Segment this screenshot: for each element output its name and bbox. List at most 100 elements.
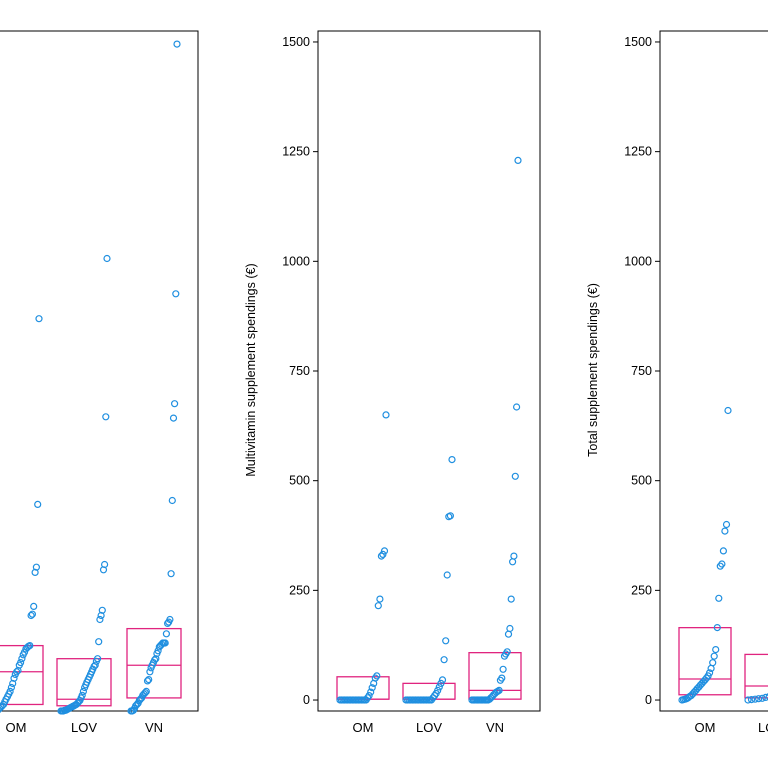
data-point	[145, 675, 153, 684]
y-axis: 0 250 500 750 1000 1250 1500	[624, 35, 661, 707]
x-tick-labels: OM LOV VN	[6, 720, 164, 735]
multivitamin-spendings-panel: 0 250 500 750 1000 1250 1500 Multivitamin supp…	[244, 30, 541, 735]
y-tick-label: 1000	[282, 254, 310, 268]
y-axis: 0 250 500 750 1000 1250 1500	[282, 35, 319, 707]
data-point	[747, 695, 756, 704]
data-point	[377, 552, 385, 560]
data-point	[379, 550, 387, 559]
data-point	[510, 552, 518, 560]
y-tick-label: 500	[631, 474, 652, 488]
data-point	[724, 406, 732, 415]
box	[678, 626, 732, 696]
data-point	[30, 602, 38, 611]
data-point	[438, 676, 447, 684]
box	[744, 653, 768, 699]
y-axis-label: Total supplement spendings (€)	[586, 283, 600, 457]
box	[56, 658, 112, 707]
x-tick-label: OM	[353, 720, 374, 735]
data-point	[7, 683, 15, 692]
data-point	[143, 677, 152, 685]
x-tick-label: LOV	[758, 720, 768, 735]
y-tick-label: 250	[289, 583, 310, 597]
data-point	[151, 656, 159, 664]
data-point	[373, 672, 381, 680]
data-point	[498, 674, 506, 682]
data-point	[705, 669, 714, 677]
y-tick-label: 500	[289, 474, 310, 488]
data-point	[710, 652, 718, 660]
data-point	[765, 693, 768, 700]
y-tick-label: 1250	[624, 145, 652, 159]
data-point	[162, 630, 170, 638]
data-point	[95, 638, 103, 646]
data-point	[709, 659, 717, 667]
data-point	[380, 547, 389, 555]
data-point	[166, 615, 174, 624]
spendings-panel-1: OM LOV VN	[0, 30, 199, 735]
data-point	[93, 655, 102, 663]
data-point	[13, 668, 21, 676]
y-tick-label: 1500	[282, 35, 310, 49]
data-point	[172, 290, 180, 298]
data-point	[26, 641, 34, 650]
y-tick-label: 750	[289, 364, 310, 378]
plot-frame	[317, 30, 541, 712]
data-point	[96, 615, 104, 624]
data-point	[152, 655, 160, 663]
data-marks	[336, 156, 522, 704]
y-tick-label: 250	[631, 583, 652, 597]
data-point	[17, 658, 25, 667]
data-point	[368, 684, 376, 692]
data-point	[440, 656, 448, 664]
data-point	[35, 315, 43, 323]
x-tick-labels: OM LOV	[695, 720, 768, 735]
data-point	[374, 602, 382, 610]
data-point	[443, 571, 451, 579]
data-point	[758, 694, 766, 702]
data-point	[495, 686, 503, 695]
data-point	[504, 630, 513, 638]
data-point	[514, 156, 522, 164]
data-point	[168, 496, 176, 505]
data-point	[512, 403, 521, 411]
data-point	[506, 624, 514, 633]
data-point	[91, 661, 99, 669]
data-point	[169, 414, 178, 422]
data-point	[507, 595, 515, 603]
data-point	[365, 691, 373, 700]
box	[126, 627, 182, 699]
data-point	[382, 411, 390, 419]
data-point	[751, 695, 759, 703]
data-point	[34, 500, 42, 508]
data-point	[173, 40, 181, 48]
data-point	[437, 679, 445, 688]
y-tick-label: 1250	[282, 145, 310, 159]
data-point	[446, 512, 454, 520]
box	[468, 652, 522, 700]
data-point	[10, 674, 18, 682]
plot-frame	[659, 30, 768, 712]
data-point	[6, 687, 14, 696]
y-tick-label: 1000	[624, 254, 652, 268]
data-point	[141, 689, 149, 697]
y-tick-label: 0	[303, 693, 310, 707]
data-point	[161, 639, 169, 647]
total-spendings-panel: 0 250 500 750 1000 1250 1500 Total supplement …	[586, 30, 768, 735]
x-tick-label: OM	[6, 720, 27, 735]
data-point	[715, 594, 723, 602]
data-point	[167, 570, 175, 578]
data-point	[32, 563, 41, 571]
data-point	[79, 687, 88, 696]
y-tick-label: 0	[645, 693, 652, 707]
data-marks	[0, 40, 182, 715]
data-point	[712, 645, 720, 654]
x-tick-label: OM	[695, 720, 716, 735]
data-point	[744, 696, 752, 704]
data-point	[146, 668, 154, 676]
data-point	[713, 623, 721, 632]
data-point	[434, 686, 442, 695]
data-point	[376, 595, 384, 603]
data-point	[367, 688, 375, 696]
data-point	[511, 472, 519, 480]
